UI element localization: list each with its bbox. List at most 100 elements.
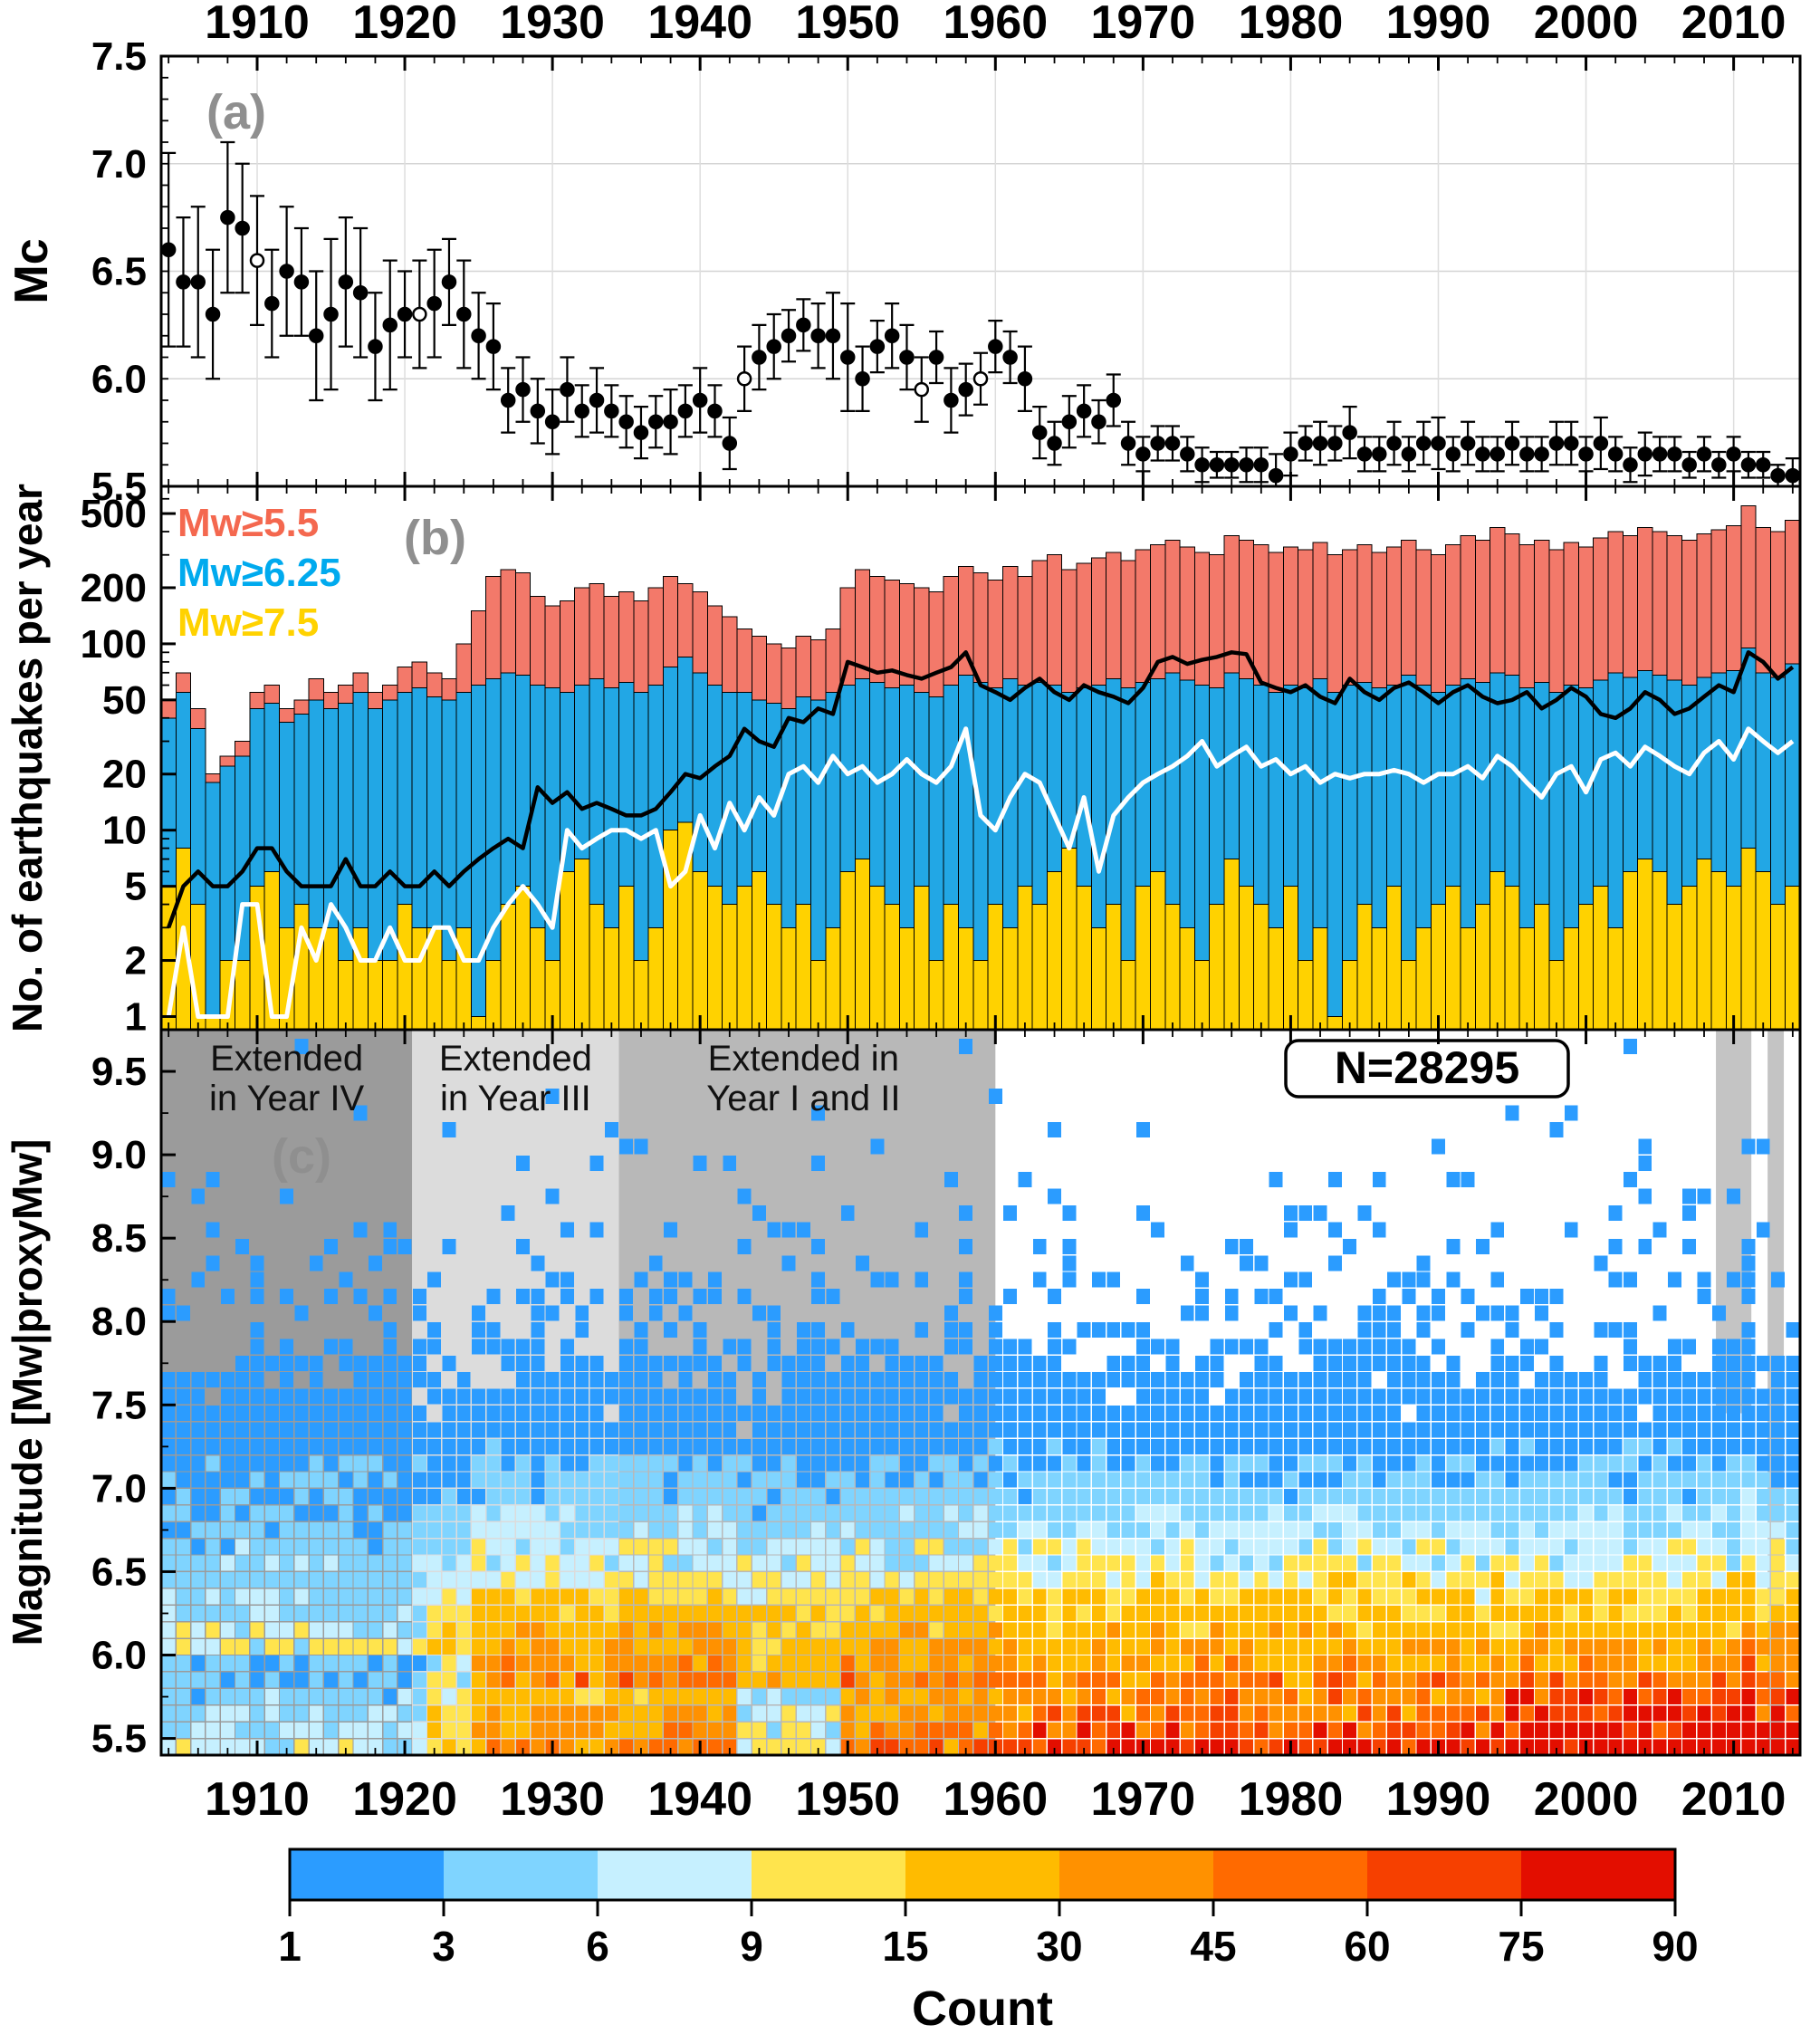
heatmap-cell — [1652, 1689, 1667, 1705]
heatmap-cell — [604, 1739, 618, 1755]
heatmap-cell — [1135, 1539, 1150, 1555]
heatmap-cell — [1786, 1521, 1800, 1538]
heatmap-cell — [664, 1422, 678, 1438]
heatmap-cell — [412, 1406, 426, 1422]
heatmap-cell — [781, 1555, 796, 1571]
top-axis-year-label: 1970 — [1091, 0, 1196, 49]
notable-event-cell — [1741, 1138, 1756, 1155]
heatmap-cell — [796, 1472, 810, 1488]
heatmap-cell — [1432, 1388, 1445, 1405]
heatmap-cell — [1608, 1205, 1623, 1222]
heatmap-cell — [1446, 1505, 1461, 1521]
heatmap-cell — [398, 1622, 412, 1638]
heatmap-cell — [619, 1622, 634, 1638]
heatmap-cell — [619, 1489, 634, 1505]
heatmap-cell — [678, 1672, 693, 1688]
heatmap-cell — [1387, 1406, 1402, 1422]
heatmap-cell — [723, 1455, 737, 1472]
bar — [338, 960, 354, 1031]
heatmap-cell — [1387, 1305, 1402, 1321]
heatmap-cell — [1121, 1655, 1135, 1672]
heatmap-cell — [1343, 1238, 1357, 1254]
mc-point — [1239, 457, 1254, 473]
heatmap-cell — [1756, 1472, 1770, 1488]
heatmap-cell — [486, 1505, 501, 1521]
heatmap-cell — [545, 1655, 560, 1672]
heatmap-cell — [1077, 1521, 1091, 1538]
heatmap-cell — [1446, 1521, 1461, 1538]
heatmap-cell — [1121, 1539, 1135, 1555]
heatmap-cell — [1446, 1672, 1461, 1688]
heatmap-cell — [1579, 1406, 1594, 1422]
heatmap-cell — [1387, 1355, 1402, 1371]
heatmap-cell — [250, 1455, 264, 1472]
heatmap-cell — [1151, 1622, 1165, 1638]
heatmap-cell — [1416, 1455, 1431, 1472]
black-line — [167, 650, 1795, 929]
heatmap-cell — [309, 1622, 323, 1638]
mc-point — [530, 403, 546, 419]
heatmap-cell — [1741, 1505, 1756, 1521]
heatmap-cell — [1327, 1689, 1342, 1705]
heatmap-cell — [1564, 1622, 1578, 1638]
heatmap-cell — [1741, 1472, 1756, 1488]
heatmap-cell — [1032, 1489, 1047, 1505]
heatmap-cell — [811, 1572, 826, 1588]
heatmap-cell — [1240, 1689, 1253, 1705]
heatmap-cell — [1741, 1422, 1756, 1438]
heatmap-cell — [191, 1455, 206, 1472]
bar — [1046, 870, 1063, 1031]
heatmap-cell — [177, 1388, 190, 1405]
bar — [514, 886, 532, 1031]
heatmap-cell — [1195, 1388, 1210, 1405]
heatmap-cell — [1564, 1505, 1578, 1521]
heatmap-cell — [693, 1655, 707, 1672]
heatmap-cell — [678, 1272, 693, 1288]
heatmap-cell — [840, 1355, 855, 1371]
heatmap-cell — [781, 1605, 796, 1621]
heatmap-cell — [1298, 1655, 1313, 1672]
heatmap-cell — [1298, 1422, 1313, 1438]
colorbar-border — [288, 1847, 1677, 1902]
heatmap-cell — [634, 1438, 648, 1454]
heatmap-cell — [1608, 1689, 1623, 1705]
heatmap-cell — [442, 1588, 456, 1605]
heatmap-cell — [1062, 1238, 1077, 1254]
heatmap-cell — [1357, 1321, 1372, 1338]
heatmap-cell — [191, 1422, 206, 1438]
heatmap-cell — [1298, 1638, 1313, 1655]
heatmap-cell — [1387, 1272, 1402, 1288]
heatmap-cell — [220, 1472, 235, 1488]
heatmap-cell — [1135, 1605, 1150, 1621]
heatmap-cell — [796, 1222, 810, 1238]
heatmap-cell — [915, 1705, 929, 1722]
heatmap-cell — [1269, 1455, 1283, 1472]
heatmap-cell — [1432, 1422, 1445, 1438]
heatmap-cell — [1327, 1406, 1342, 1422]
heatmap-cell — [1372, 1555, 1386, 1571]
heatmap-cell — [472, 1438, 486, 1454]
heatmap-cell — [856, 1588, 870, 1605]
heatmap-cell — [900, 1655, 914, 1672]
panel-b-ylabel: No. of earthquakes per year — [4, 484, 51, 1032]
heatmap-cell — [1298, 1489, 1313, 1505]
heatmap-cell — [560, 1472, 574, 1488]
heatmap-cell — [427, 1455, 442, 1472]
heatmap-cell — [531, 1655, 545, 1672]
heatmap-cell — [589, 1588, 604, 1605]
heatmap-cell — [1741, 1655, 1756, 1672]
heatmap-cell — [1298, 1438, 1313, 1454]
heatmap-cell — [988, 1605, 1002, 1621]
heatmap-cell — [781, 1455, 796, 1472]
heatmap-cell — [693, 1339, 707, 1355]
heatmap-cell — [383, 1388, 398, 1405]
heatmap-cell — [767, 1555, 781, 1571]
heatmap-cell — [1652, 1372, 1667, 1388]
heatmap-cell — [664, 1406, 678, 1422]
heatmap-cell — [1327, 1422, 1342, 1438]
heatmap-cell — [368, 1572, 382, 1588]
heatmap-cell — [1519, 1722, 1534, 1738]
heatmap-cell — [1091, 1489, 1106, 1505]
heatmap-cell — [619, 1672, 634, 1688]
heatmap-cell — [1756, 1672, 1770, 1688]
